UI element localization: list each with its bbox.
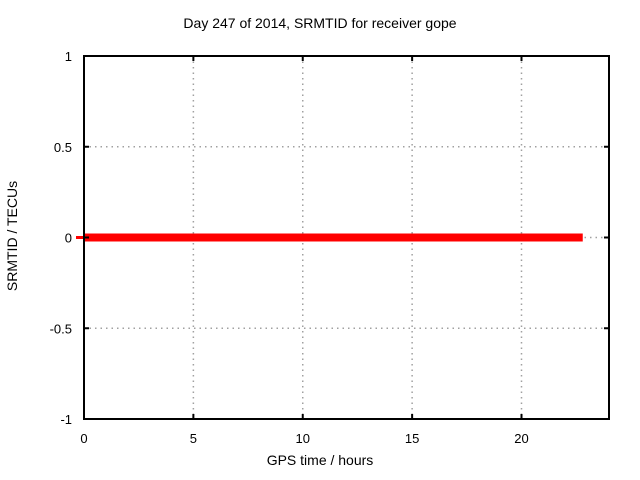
series-edge-dash [76, 236, 84, 239]
y-tick-label: 0.5 [54, 140, 72, 155]
x-tick-label: 0 [80, 431, 87, 446]
x-axis-label: GPS time / hours [266, 452, 374, 468]
x-tick-label: 15 [405, 431, 419, 446]
y-tick-label: 0 [65, 231, 72, 246]
y-tick-label: 1 [65, 49, 72, 64]
x-tick-label: 20 [514, 431, 528, 446]
y-tick-label: -0.5 [50, 321, 72, 336]
y-tick-label: -1 [60, 412, 72, 427]
x-tick-label: 5 [190, 431, 197, 446]
x-tick-label: 10 [296, 431, 310, 446]
chart-title: Day 247 of 2014, SRMTID for receiver gop… [183, 15, 457, 31]
